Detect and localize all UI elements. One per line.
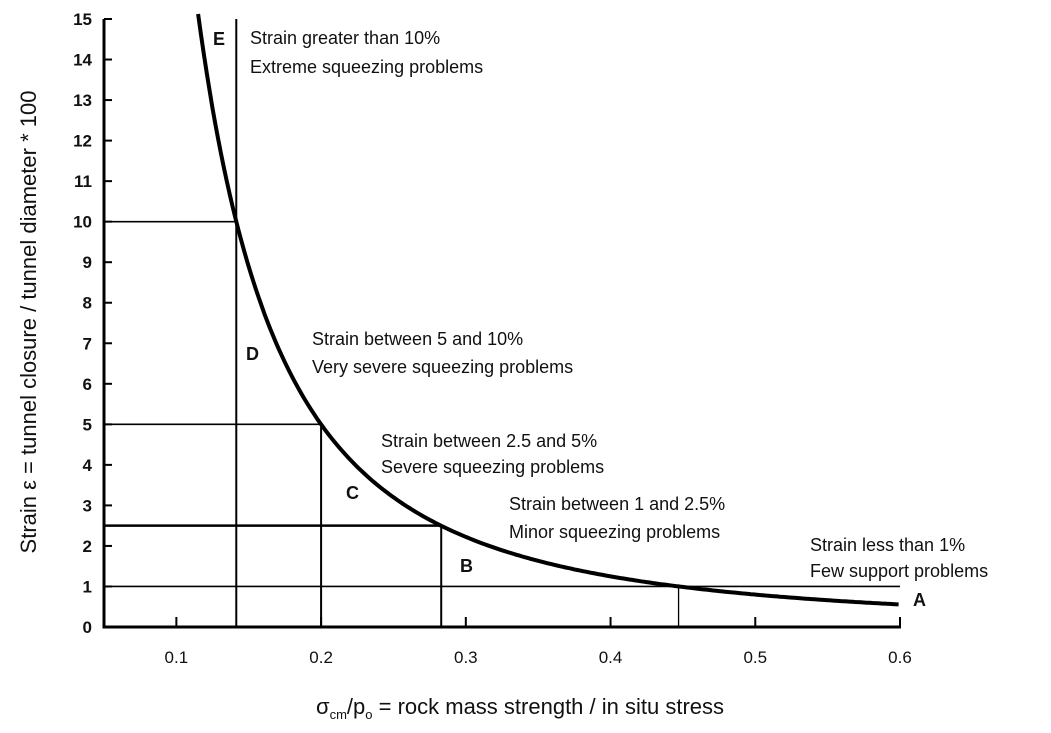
zone-d-letter: D <box>246 344 259 364</box>
y-tick-label: 4 <box>83 456 93 475</box>
zone-d-line2: Very severe squeezing problems <box>312 357 573 377</box>
zone-b-line2: Minor squeezing problems <box>509 522 720 542</box>
y-tick-label: 5 <box>83 415 92 434</box>
x-axis-title-sub2: o <box>365 707 372 722</box>
zone-d-line1: Strain between 5 and 10% <box>312 329 523 349</box>
x-tick-label: 0.1 <box>165 648 189 667</box>
y-tick-label: 6 <box>83 375 92 394</box>
y-tick-label: 8 <box>83 294 92 313</box>
plot-area <box>102 19 901 629</box>
threshold-lines <box>104 19 900 627</box>
zone-b-line1: Strain between 1 and 2.5% <box>509 494 725 514</box>
y-tick-label: 11 <box>74 172 92 191</box>
y-tick-label: 10 <box>73 213 92 232</box>
y-tick-label: 12 <box>73 132 92 151</box>
y-tick-label: 14 <box>73 51 92 70</box>
y-tick-label: 2 <box>83 537 92 556</box>
zone-a-line1: Strain less than 1% <box>810 535 965 555</box>
x-axis-title-slash: /p <box>347 694 365 719</box>
x-axis-title: σcm/po = rock mass strength / in situ st… <box>316 694 724 722</box>
y-tick-label: 3 <box>83 496 92 515</box>
y-tick-label: 13 <box>73 91 92 110</box>
zone-a-letter: A <box>913 590 926 610</box>
zone-a-line2: Few support problems <box>810 561 988 581</box>
y-tick-label: 7 <box>83 334 92 353</box>
strain-curve <box>196 13 899 607</box>
x-tick-label: 0.6 <box>888 648 912 667</box>
zone-b-letter: B <box>460 556 473 576</box>
y-tick-label: 15 <box>73 10 92 29</box>
y-tick-label: 1 <box>83 577 92 596</box>
zone-e-letter: E <box>213 29 225 49</box>
zone-c-line2: Severe squeezing problems <box>381 457 604 477</box>
x-axis-title-rest: = rock mass strength / in situ stress <box>373 694 725 719</box>
zone-e-line1: Strain greater than 10% <box>250 28 440 48</box>
y-tick-label: 9 <box>83 253 92 272</box>
x-axis-title-sigma: σ <box>316 694 330 719</box>
x-tick-label: 0.5 <box>743 648 767 667</box>
x-tick-label: 0.4 <box>599 648 623 667</box>
x-tick-label: 0.3 <box>454 648 478 667</box>
zone-c-line1: Strain between 2.5 and 5% <box>381 431 597 451</box>
y-axis-title: Strain ε = tunnel closure / tunnel diame… <box>16 91 41 554</box>
x-axis-title-sub1: cm <box>330 707 347 722</box>
zone-e-line2: Extreme squeezing problems <box>250 57 483 77</box>
zone-c-letter: C <box>346 483 359 503</box>
x-tick-label: 0.2 <box>309 648 333 667</box>
y-tick-label: 0 <box>83 618 92 637</box>
